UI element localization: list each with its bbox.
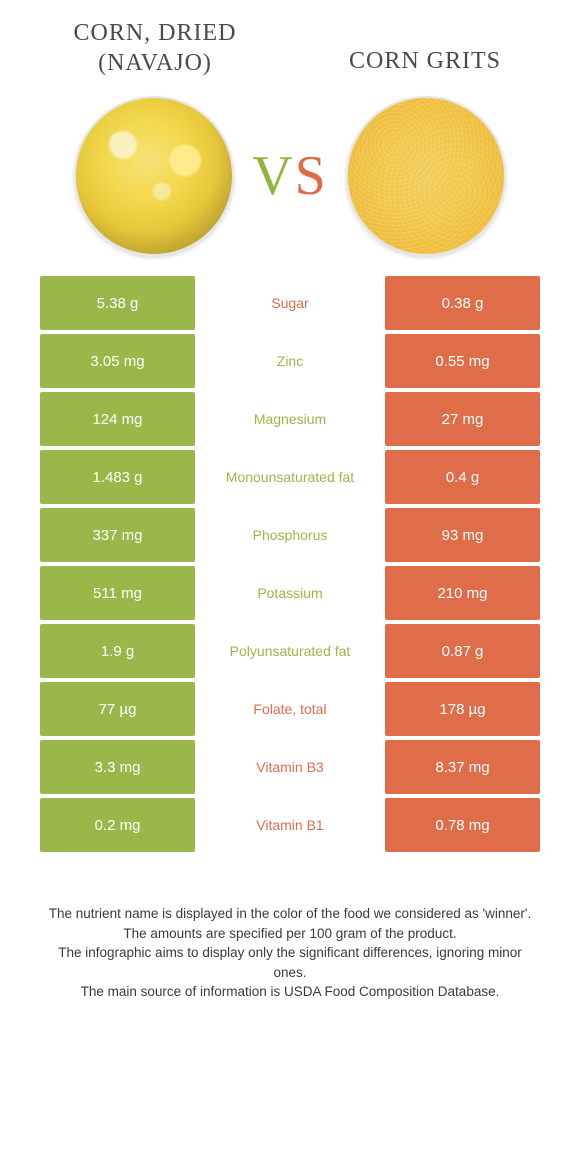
nutrient-name: Zinc bbox=[195, 334, 385, 388]
value-right: 8.37 mg bbox=[385, 740, 540, 794]
nutrient-name: Folate, total bbox=[195, 682, 385, 736]
table-row: 5.38 gSugar0.38 g bbox=[40, 276, 540, 330]
value-left: 5.38 g bbox=[40, 276, 195, 330]
value-left: 124 mg bbox=[40, 392, 195, 446]
table-row: 1.483 gMonounsaturated fat0.4 g bbox=[40, 450, 540, 504]
footer-line: The nutrient name is displayed in the co… bbox=[44, 904, 536, 924]
value-right: 178 µg bbox=[385, 682, 540, 736]
nutrient-name: Monounsaturated fat bbox=[195, 450, 385, 504]
vs-label: VS bbox=[252, 144, 328, 208]
title-left-line2: (NAVAJO) bbox=[98, 50, 212, 76]
food-image-left bbox=[74, 96, 234, 256]
value-left: 3.3 mg bbox=[40, 740, 195, 794]
comparison-table: 5.38 gSugar0.38 g3.05 mgZinc0.55 mg124 m… bbox=[0, 276, 580, 852]
header: CORN, DRIED (NAVAJO) CORN GRITS bbox=[0, 0, 580, 88]
vs-letter-s: S bbox=[295, 145, 328, 207]
nutrient-name: Magnesium bbox=[195, 392, 385, 446]
table-row: 3.05 mgZinc0.55 mg bbox=[40, 334, 540, 388]
table-row: 3.3 mgVitamin B38.37 mg bbox=[40, 740, 540, 794]
value-left: 1.483 g bbox=[40, 450, 195, 504]
nutrient-name: Potassium bbox=[195, 566, 385, 620]
food-image-right bbox=[346, 96, 506, 256]
footer-line: The main source of information is USDA F… bbox=[44, 982, 536, 1002]
footer-line: The amounts are specified per 100 gram o… bbox=[44, 924, 536, 944]
value-right: 0.78 mg bbox=[385, 798, 540, 852]
value-right: 93 mg bbox=[385, 508, 540, 562]
nutrient-name: Vitamin B1 bbox=[195, 798, 385, 852]
footer-line: The infographic aims to display only the… bbox=[44, 943, 536, 982]
vs-letter-v: V bbox=[252, 145, 294, 207]
value-left: 511 mg bbox=[40, 566, 195, 620]
title-left-line1: CORN, DRIED bbox=[73, 20, 236, 46]
value-right: 210 mg bbox=[385, 566, 540, 620]
value-right: 0.55 mg bbox=[385, 334, 540, 388]
value-left: 77 µg bbox=[40, 682, 195, 736]
vs-row: VS bbox=[0, 88, 580, 276]
nutrient-name: Vitamin B3 bbox=[195, 740, 385, 794]
table-row: 77 µgFolate, total178 µg bbox=[40, 682, 540, 736]
value-right: 0.87 g bbox=[385, 624, 540, 678]
table-row: 124 mgMagnesium27 mg bbox=[40, 392, 540, 446]
value-left: 337 mg bbox=[40, 508, 195, 562]
value-right: 0.4 g bbox=[385, 450, 540, 504]
table-row: 337 mgPhosphorus93 mg bbox=[40, 508, 540, 562]
nutrient-name: Sugar bbox=[195, 276, 385, 330]
value-left: 0.2 mg bbox=[40, 798, 195, 852]
nutrient-name: Phosphorus bbox=[195, 508, 385, 562]
table-row: 1.9 gPolyunsaturated fat0.87 g bbox=[40, 624, 540, 678]
table-row: 511 mgPotassium210 mg bbox=[40, 566, 540, 620]
footer-notes: The nutrient name is displayed in the co… bbox=[0, 856, 580, 1002]
table-row: 0.2 mgVitamin B10.78 mg bbox=[40, 798, 540, 852]
title-left: CORN, DRIED (NAVAJO) bbox=[20, 18, 290, 78]
value-right: 27 mg bbox=[385, 392, 540, 446]
value-right: 0.38 g bbox=[385, 276, 540, 330]
nutrient-name: Polyunsaturated fat bbox=[195, 624, 385, 678]
value-left: 3.05 mg bbox=[40, 334, 195, 388]
value-left: 1.9 g bbox=[40, 624, 195, 678]
title-right: CORN GRITS bbox=[290, 18, 560, 76]
